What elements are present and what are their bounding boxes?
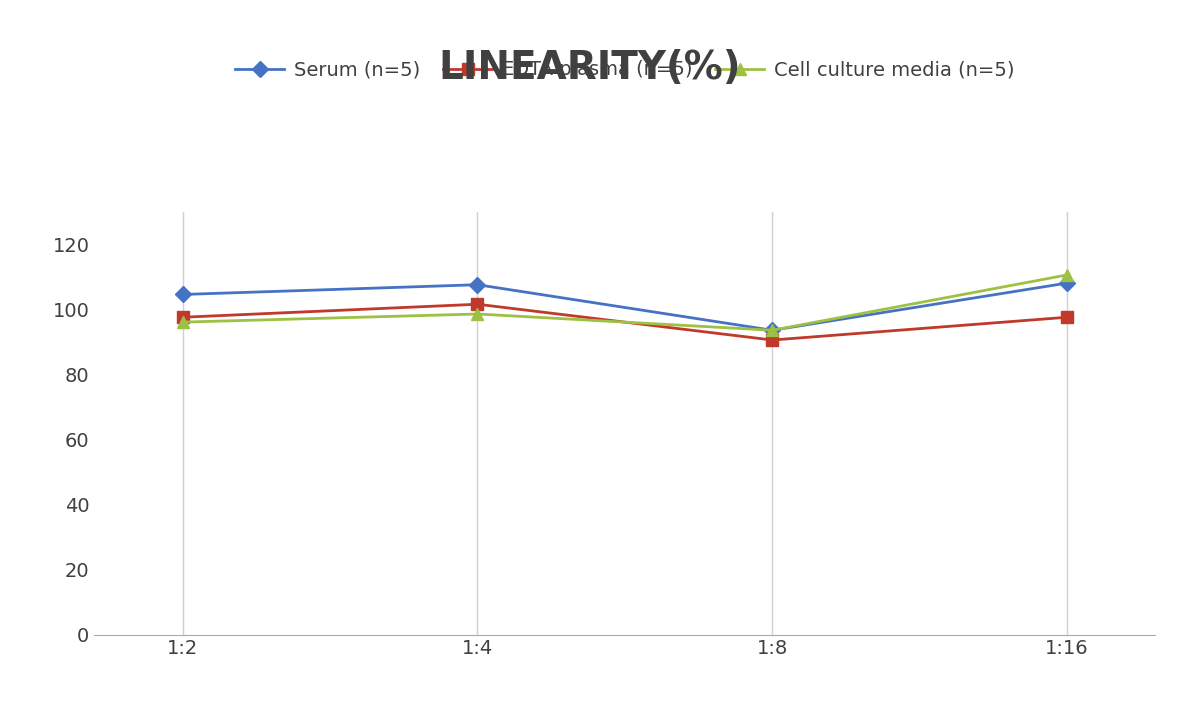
EDTA plasma (n=5) — [470, 300, 485, 309]
Serum (n=5) — [765, 326, 779, 334]
Serum (n=5) — [176, 290, 190, 299]
Cell culture media (n=5) — [765, 326, 779, 334]
Cell culture media (n=5) — [176, 318, 190, 326]
Serum (n=5) — [470, 281, 485, 289]
Cell culture media (n=5) — [470, 309, 485, 318]
EDTA plasma (n=5) — [176, 313, 190, 321]
Line: EDTA plasma (n=5): EDTA plasma (n=5) — [177, 299, 1073, 345]
EDTA plasma (n=5) — [765, 336, 779, 344]
Text: LINEARITY(%): LINEARITY(%) — [439, 49, 740, 87]
Cell culture media (n=5) — [1060, 271, 1074, 279]
Legend: Serum (n=5), EDTA plasma (n=5), Cell culture media (n=5): Serum (n=5), EDTA plasma (n=5), Cell cul… — [236, 61, 1014, 80]
Line: Cell culture media (n=5): Cell culture media (n=5) — [177, 269, 1073, 336]
EDTA plasma (n=5) — [1060, 313, 1074, 321]
Line: Serum (n=5): Serum (n=5) — [177, 278, 1073, 336]
Serum (n=5) — [1060, 279, 1074, 288]
